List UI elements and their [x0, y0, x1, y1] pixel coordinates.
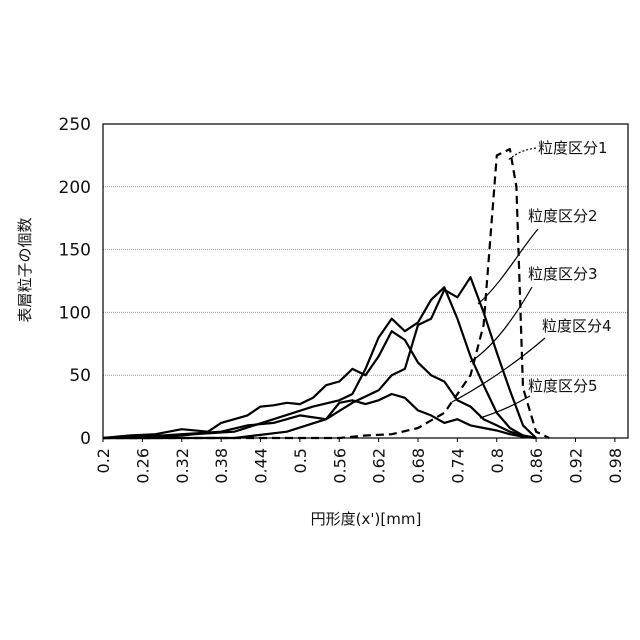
x-tick-label: 0.68	[409, 448, 428, 484]
series-label-5: 粒度区分5	[528, 377, 598, 395]
x-tick-label: 0.26	[133, 448, 152, 484]
y-axis-title: 表層粒子の個数	[16, 217, 34, 322]
x-tick-label: 0.2	[94, 448, 113, 473]
x-tick-label: 0.92	[567, 448, 586, 484]
x-tick-label: 0.5	[291, 448, 310, 473]
y-tick-label: 150	[59, 241, 91, 261]
series-callouts: 粒度区分1 粒度区分2 粒度区分3 粒度区分4 粒度区分5	[452, 139, 612, 418]
x-tick-label: 0.8	[488, 448, 507, 473]
y-tick-label: 100	[59, 303, 91, 323]
x-tick-label: 0.44	[252, 448, 271, 484]
x-tick-label: 0.98	[606, 448, 625, 484]
y-tick-label: 200	[59, 178, 91, 198]
y-tick-label: 250	[59, 115, 91, 135]
series-label-2: 粒度区分2	[528, 207, 598, 225]
x-tick-label: 0.86	[527, 448, 546, 484]
series-line-3	[103, 287, 536, 438]
series-label-4: 粒度区分4	[542, 317, 612, 335]
x-axis-ticks: 0.2 0.26 0.32 0.38 0.44 0.5 0.56 0.62 0.68 0.74 0.…	[94, 438, 625, 484]
series-lines	[103, 149, 549, 438]
y-axis-ticks: 0 50 100 150 200 250	[59, 115, 91, 449]
leader-line	[480, 396, 530, 418]
series-label-3: 粒度区分3	[528, 265, 598, 283]
x-tick-label: 0.62	[370, 448, 389, 484]
y-tick-label: 50	[69, 366, 91, 386]
series-label-1: 粒度区分1	[538, 139, 608, 157]
x-tick-label: 0.32	[173, 448, 192, 484]
x-axis-title: 円形度(x')[mm]	[311, 510, 422, 528]
y-tick-label: 0	[80, 429, 91, 449]
x-tick-label: 0.56	[330, 448, 349, 484]
series-line-1	[103, 149, 549, 438]
x-tick-label: 0.38	[212, 448, 231, 484]
x-tick-label: 0.74	[448, 448, 467, 484]
